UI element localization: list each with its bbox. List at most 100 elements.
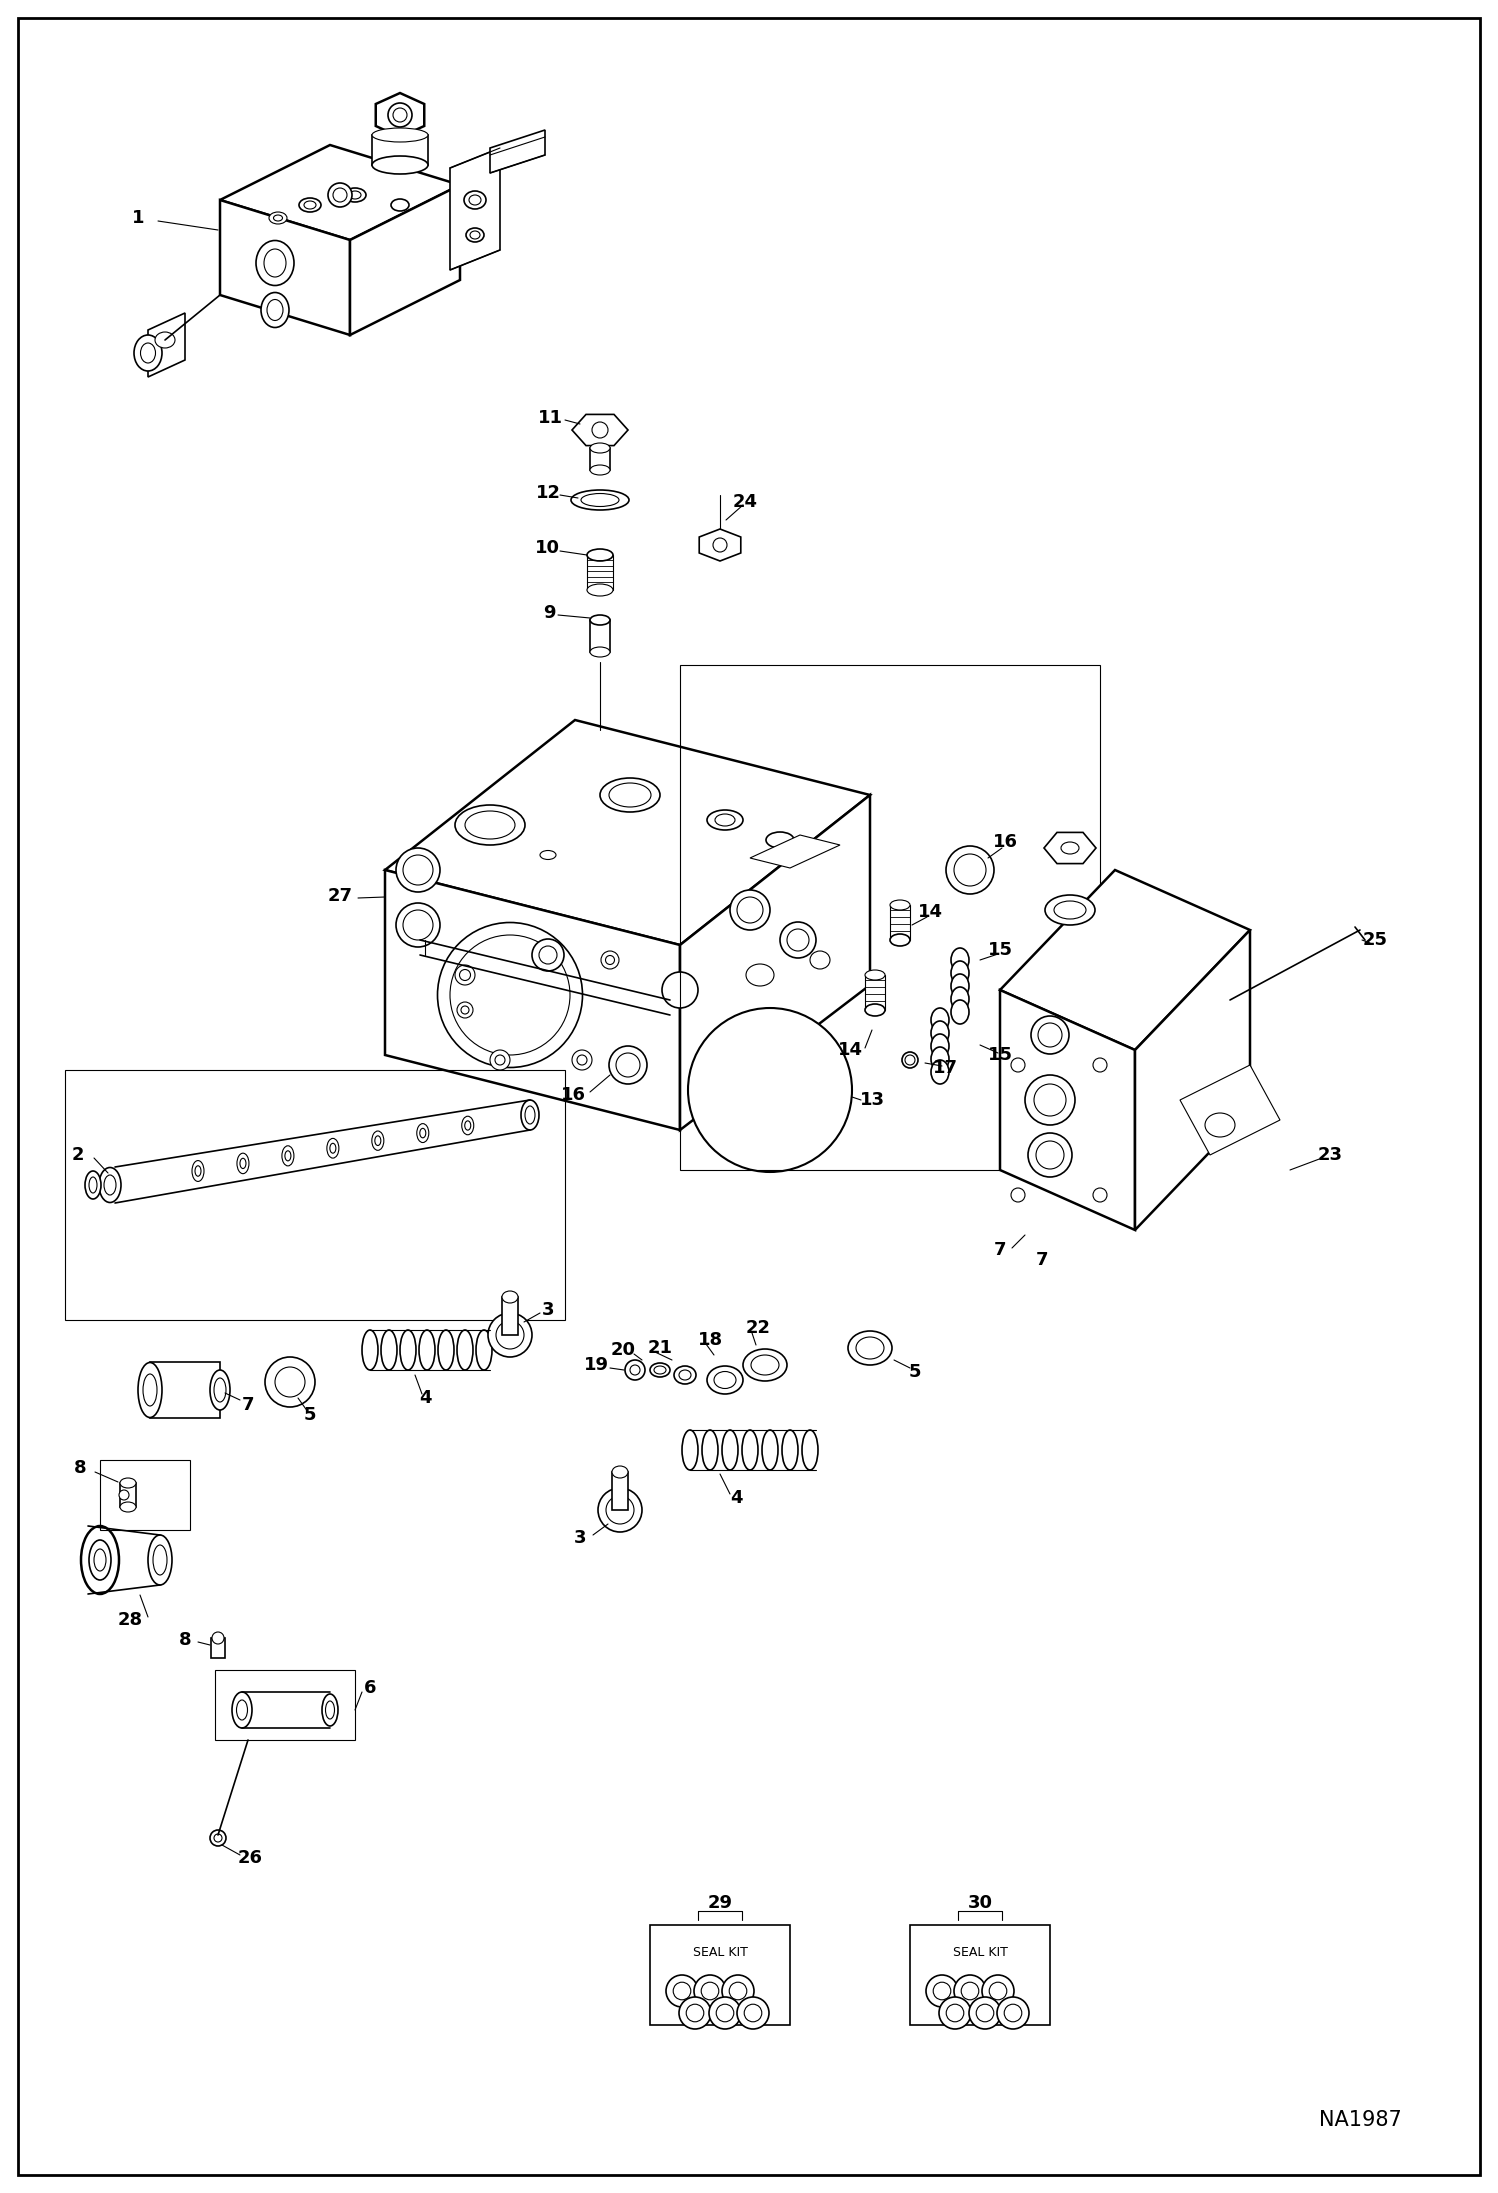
Polygon shape [1135, 930, 1249, 1230]
Bar [587, 555, 613, 590]
Ellipse shape [372, 156, 428, 173]
Ellipse shape [210, 1371, 231, 1410]
Text: 22: 22 [746, 1318, 770, 1338]
Ellipse shape [954, 853, 986, 886]
Text: 4: 4 [730, 1489, 742, 1507]
Ellipse shape [610, 783, 652, 807]
Ellipse shape [391, 200, 409, 211]
Circle shape [701, 1982, 719, 2000]
Circle shape [1004, 2004, 1022, 2022]
Ellipse shape [120, 1502, 136, 1511]
Circle shape [730, 1982, 748, 2000]
Text: 7: 7 [993, 1241, 1007, 1259]
Ellipse shape [88, 1178, 97, 1193]
Polygon shape [376, 92, 424, 136]
Ellipse shape [572, 1050, 592, 1070]
Ellipse shape [274, 215, 283, 221]
Bar [909, 1925, 1050, 2024]
Ellipse shape [930, 1059, 950, 1083]
Ellipse shape [437, 1329, 454, 1371]
Ellipse shape [270, 213, 288, 224]
Polygon shape [385, 719, 870, 945]
Text: 23: 23 [1318, 1147, 1342, 1164]
Bar [211, 1638, 225, 1658]
Ellipse shape [469, 195, 481, 204]
Text: 14: 14 [917, 904, 942, 921]
Ellipse shape [655, 1366, 667, 1375]
Circle shape [688, 1009, 852, 1171]
Text: 27: 27 [328, 886, 352, 906]
Ellipse shape [590, 465, 610, 476]
Text: 16: 16 [560, 1086, 586, 1103]
Circle shape [954, 1976, 986, 2007]
Polygon shape [220, 145, 460, 239]
Ellipse shape [237, 1154, 249, 1173]
Ellipse shape [148, 1535, 172, 1586]
Text: 9: 9 [542, 603, 556, 623]
Circle shape [213, 1632, 225, 1645]
Polygon shape [750, 836, 840, 868]
Circle shape [118, 1489, 129, 1500]
Ellipse shape [674, 1366, 697, 1384]
Circle shape [989, 1982, 1007, 2000]
Ellipse shape [801, 1430, 818, 1469]
Ellipse shape [380, 1329, 397, 1371]
Text: 10: 10 [535, 539, 559, 557]
Ellipse shape [419, 1329, 434, 1371]
Ellipse shape [947, 846, 995, 895]
Ellipse shape [539, 945, 557, 965]
Ellipse shape [363, 1329, 377, 1371]
Ellipse shape [601, 779, 661, 811]
Text: 5: 5 [909, 1364, 921, 1382]
Text: SEAL KIT: SEAL KIT [692, 1947, 748, 1961]
Ellipse shape [951, 987, 969, 1011]
Circle shape [388, 103, 412, 127]
Text: 18: 18 [698, 1331, 722, 1349]
Ellipse shape [1028, 1134, 1073, 1178]
Ellipse shape [930, 1035, 950, 1057]
Text: 14: 14 [837, 1042, 863, 1059]
Ellipse shape [85, 1171, 100, 1200]
Ellipse shape [571, 489, 629, 511]
Polygon shape [1044, 833, 1097, 864]
Polygon shape [490, 129, 545, 173]
Circle shape [722, 1976, 753, 2007]
Circle shape [737, 1998, 768, 2029]
Ellipse shape [455, 805, 524, 844]
Ellipse shape [810, 952, 830, 969]
Ellipse shape [153, 1546, 166, 1575]
Ellipse shape [1031, 1015, 1070, 1055]
Circle shape [686, 2004, 704, 2022]
Circle shape [392, 107, 407, 123]
Ellipse shape [470, 230, 479, 239]
Polygon shape [372, 136, 428, 164]
Ellipse shape [437, 923, 583, 1068]
Ellipse shape [141, 342, 156, 364]
Text: NA1987: NA1987 [1318, 2110, 1401, 2129]
Circle shape [333, 189, 348, 202]
Ellipse shape [590, 443, 610, 454]
Ellipse shape [455, 965, 475, 985]
Text: 7: 7 [241, 1397, 255, 1414]
Ellipse shape [581, 493, 619, 507]
Ellipse shape [613, 1465, 628, 1478]
Ellipse shape [590, 647, 610, 658]
Ellipse shape [372, 1132, 383, 1151]
Ellipse shape [750, 1355, 779, 1375]
Polygon shape [449, 147, 500, 270]
Ellipse shape [466, 228, 484, 241]
Ellipse shape [715, 814, 736, 827]
Ellipse shape [762, 1430, 777, 1469]
Bar [120, 1482, 136, 1507]
Text: 19: 19 [584, 1355, 608, 1375]
Ellipse shape [601, 952, 619, 969]
Ellipse shape [133, 336, 162, 371]
Ellipse shape [765, 831, 794, 849]
Text: 30: 30 [968, 1895, 993, 1912]
Polygon shape [148, 314, 184, 377]
Ellipse shape [782, 1430, 798, 1469]
Ellipse shape [864, 969, 885, 980]
Polygon shape [385, 871, 680, 1129]
Ellipse shape [930, 1009, 950, 1033]
Ellipse shape [154, 331, 175, 349]
